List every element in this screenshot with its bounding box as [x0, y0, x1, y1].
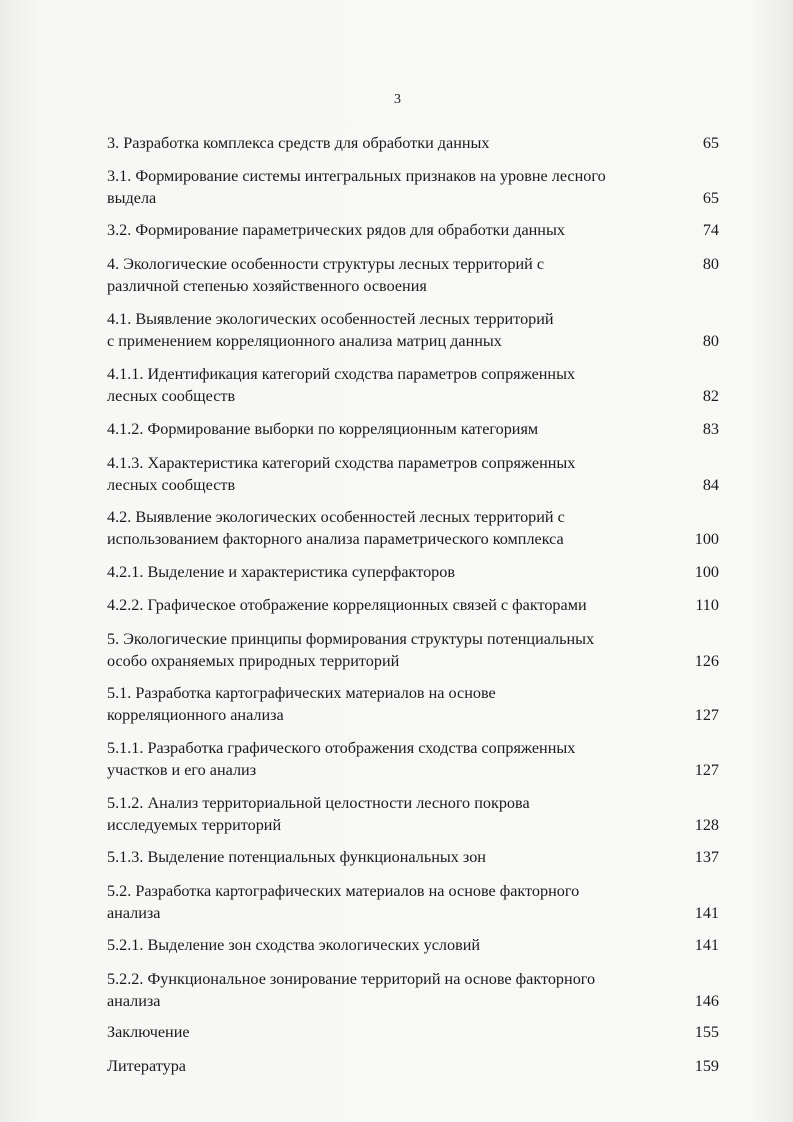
toc-entry-title-line: выдела: [107, 189, 157, 207]
toc-entry-title-line: 4.1.1. Идентификация категорий сходства …: [107, 365, 576, 383]
toc-entry-title-line: особо охраняемых природных территорий: [107, 652, 400, 670]
toc-entry-title-line: 5.1.2. Анализ территориальной целостност…: [107, 794, 530, 812]
toc-entry-title-line: 5.2.1. Выделение зон сходства экологичес…: [107, 936, 481, 954]
toc-entry: 3.1. Формирование системы интегральных п…: [107, 165, 719, 209]
toc-entry-title-line: участков и его анализ: [107, 761, 257, 779]
toc-entry-title-line: лесных сообществ: [107, 387, 236, 405]
toc-entry-page: 65: [702, 134, 719, 152]
toc-entry: 4.1.3. Характеристика категорий сходства…: [107, 452, 719, 496]
toc-entry-title-line: анализа: [107, 992, 161, 1010]
toc-entry-title-line: исследуемых территорий: [107, 816, 282, 834]
toc-entry: 4.1.1. Идентификация категорий сходства …: [107, 363, 719, 407]
toc-entry-title-line: 3.2. Формирование параметрических рядов …: [107, 221, 565, 239]
toc-entry: 4.1.2. Формирование выборки по корреляци…: [107, 418, 719, 440]
toc-entry-title-line: 5.1.1. Разработка графического отображен…: [107, 739, 576, 757]
toc-entry-page: 100: [694, 530, 719, 548]
toc-entry-title-line: лесных сообществ: [107, 476, 236, 494]
toc-entry-page: 82: [702, 387, 719, 405]
toc-entry-page: 127: [694, 706, 719, 724]
toc-entry: 5.2. Разработка картографических материа…: [107, 880, 719, 924]
toc-entry-page: 80: [702, 255, 719, 273]
toc-entry: 4.1. Выявление экологических особенносте…: [107, 308, 719, 352]
toc-entry-title-line: 5.2. Разработка картографических материа…: [107, 882, 580, 900]
toc-entry-title-line: 4.1.2. Формирование выборки по корреляци…: [107, 420, 539, 438]
toc-entry-page: 80: [702, 332, 719, 350]
toc-entry-title-line: 3.1. Формирование системы интегральных п…: [107, 167, 606, 185]
toc-entry-title-line: 5.1. Разработка картографических материа…: [107, 684, 496, 702]
toc-entry-page: 74: [702, 221, 719, 239]
toc-entry-page: 127: [694, 761, 719, 779]
toc-entry-page: 159: [694, 1057, 719, 1075]
toc-entry-title-line: 5.2.2. Функциональное зонирование террит…: [107, 970, 596, 988]
toc-entry: 5.1. Разработка картографических материа…: [107, 682, 719, 726]
toc-entry-page: 65: [702, 189, 719, 207]
toc-entry-title-line: с применением корреляционного анализа ма…: [107, 332, 502, 350]
toc-entry-title-line: использованием факторного анализа параме…: [107, 530, 564, 548]
toc-entry: 3. Разработка комплекса средств для обра…: [107, 132, 719, 154]
toc-entry-page: 146: [694, 992, 719, 1010]
toc-entry-title-line: корреляционного анализа: [107, 706, 284, 724]
toc-entry-page: 155: [694, 1023, 719, 1041]
toc-entry-page: 141: [694, 904, 719, 922]
toc-entry: 4. Экологические особенности структуры л…: [107, 253, 719, 297]
toc-entry-title-line: 4.2. Выявление экологических особенносте…: [107, 508, 565, 526]
toc-entry: 4.2.2. Графическое отображение корреляци…: [107, 594, 719, 616]
toc-entry-title-line: 4.1. Выявление экологических особенносте…: [107, 310, 554, 328]
toc-entry: 4.2. Выявление экологических особенносте…: [107, 506, 719, 550]
toc-entry-title-line: Заключение: [107, 1023, 190, 1041]
toc-entry: 5.2.2. Функциональное зонирование террит…: [107, 968, 719, 1012]
toc-entry-title-line: различной степенью хозяйственного освоен…: [107, 277, 427, 295]
toc-entry-page: 83: [702, 420, 719, 438]
toc-entry: 5. Экологические принципы формирования с…: [107, 628, 719, 672]
toc-entry-title-line: 5.1.3. Выделение потенциальных функциона…: [107, 848, 486, 866]
toc-entry-title-line: 5. Экологические принципы формирования с…: [107, 630, 595, 648]
toc-entry-title-line: 4.2.1. Выделение и характеристика суперф…: [107, 563, 455, 581]
toc-entry-page: 137: [694, 848, 719, 866]
toc-entry: 5.1.1. Разработка графического отображен…: [107, 737, 719, 781]
toc-entry-page: 84: [702, 476, 719, 494]
page-number: 3: [394, 92, 401, 107]
toc-entry-title-line: анализа: [107, 904, 161, 922]
toc-entry: 3.2. Формирование параметрических рядов …: [107, 219, 719, 241]
toc-entry: Заключение 155: [107, 1021, 719, 1043]
toc-entry: 4.2.1. Выделение и характеристика суперф…: [107, 561, 719, 583]
toc-entry: Литература 159: [107, 1055, 719, 1077]
toc-entry-page: 128: [694, 816, 719, 834]
toc-entry-page: 100: [694, 563, 719, 581]
toc-entry-title-line: 4. Экологические особенности структуры л…: [107, 255, 545, 273]
toc-entry: 5.1.3. Выделение потенциальных функциона…: [107, 846, 719, 868]
toc-entry-title-line: Литература: [107, 1057, 186, 1075]
toc-entry-page: 141: [694, 936, 719, 954]
toc-entry-title-line: 4.2.2. Графическое отображение корреляци…: [107, 596, 587, 614]
toc-entry-page: 126: [694, 652, 719, 670]
toc-entry-page: 110: [695, 596, 719, 614]
toc-entry-title-line: 4.1.3. Характеристика категорий сходства…: [107, 454, 576, 472]
toc-entry: 5.2.1. Выделение зон сходства экологичес…: [107, 934, 719, 956]
toc-entry-title-line: 3. Разработка комплекса средств для обра…: [107, 134, 490, 152]
toc-entry: 5.1.2. Анализ территориальной целостност…: [107, 792, 719, 836]
